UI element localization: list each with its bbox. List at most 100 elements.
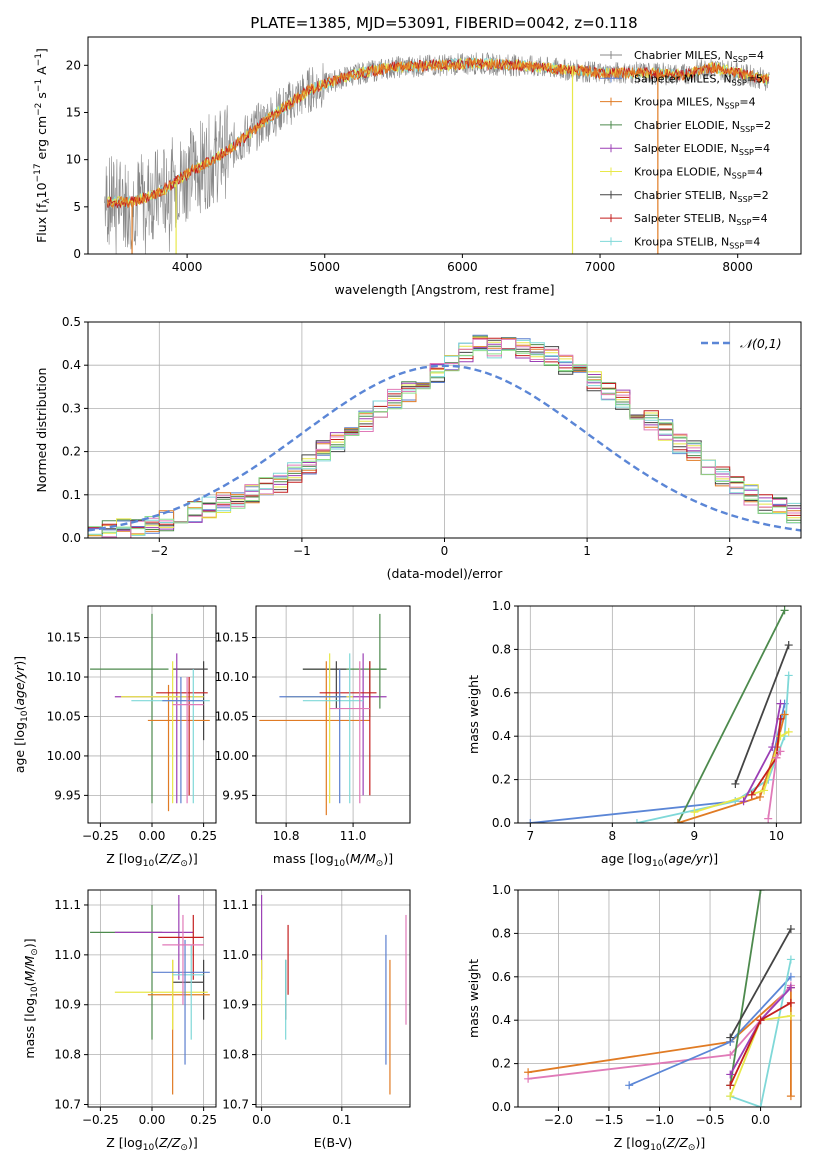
y-tick-label: 0.2 <box>492 773 511 787</box>
y-tick-label: 0.0 <box>62 531 81 545</box>
y-tick-label: 10.05 <box>215 709 249 723</box>
x-tick-label: 6000 <box>447 260 478 274</box>
x-tick-label: 0.1 <box>332 1113 351 1127</box>
residual_histogram-plot-area <box>88 334 801 538</box>
mass-weight-marker <box>726 1050 735 1059</box>
legend-label: Salpeter STELIB, NSSP=4 <box>634 212 768 227</box>
x-tick-label: 0.25 <box>190 829 217 843</box>
error-bar-point <box>319 661 377 796</box>
mass-weight-series-line <box>530 703 786 823</box>
y-tick-label: 10.8 <box>54 1048 81 1062</box>
y-tick-label: 10.7 <box>54 1098 81 1112</box>
mass-weight-series-line <box>729 928 792 1039</box>
x-axis-label: E(B-V) <box>314 1135 353 1150</box>
error-bar-point <box>172 677 204 804</box>
y-tick-label: 0.0 <box>492 1100 511 1114</box>
error-bar-point <box>152 939 210 1065</box>
error-bar-point <box>114 653 204 804</box>
mass-weight-marker <box>772 753 781 762</box>
y-tick-label: 0.1 <box>62 488 81 502</box>
y-axis-label: Normed distribution <box>34 368 49 493</box>
x-tick-label: 0.00 <box>139 1113 166 1127</box>
x-tick-label: −2 <box>150 544 168 558</box>
legend-label: Kroupa ELODIE, NSSP=4 <box>634 166 763 181</box>
mass-weight-marker <box>784 641 793 650</box>
y-axis-label: mass [log10(M/M⊙)] <box>22 938 40 1058</box>
x-axis-label: (data-model)/error <box>387 566 504 581</box>
error-bar-point <box>147 684 210 812</box>
y-axis-label: Flux [fλ10−17 erg cm−2 s−1 A−1] <box>33 48 52 243</box>
y-tick-label: 11.1 <box>54 898 81 912</box>
y-tick-label: 0.2 <box>492 1057 511 1071</box>
mass-weight-marker <box>673 819 682 823</box>
legend-label: Salpeter MILES, NSSP=5 <box>634 72 763 87</box>
mass-weight-series-line <box>527 985 792 1097</box>
spectrum-legend: Chabrier MILES, NSSP=4 Salpeter MILES, NS… <box>600 49 771 250</box>
mass-weight-marker <box>780 606 789 615</box>
x-tick-label: 11.0 <box>340 829 367 843</box>
x-tick-label: −1 <box>293 544 311 558</box>
y-tick-label: 11.1 <box>222 898 249 912</box>
age_vs_mass-plot-area <box>259 613 387 816</box>
mass-weight-marker <box>776 747 785 756</box>
x-axis-label: age [log10(age/yr)] <box>601 851 718 869</box>
error-bar-point <box>90 613 169 804</box>
mass-weight-marker <box>690 808 699 817</box>
y-axis-label: mass weight <box>466 959 481 1038</box>
y-tick-label: 15 <box>66 105 81 119</box>
mass-weight-marker <box>786 998 795 1007</box>
mass-weight-marker <box>776 699 785 708</box>
mass-weight-marker <box>780 710 789 719</box>
histogram-step-line <box>88 349 801 538</box>
mass-weight-marker <box>625 1081 634 1090</box>
mass-weight-marker <box>756 1103 765 1107</box>
legend-label: Salpeter ELODIE, NSSP=4 <box>634 142 770 157</box>
y-axis-label: age [log10(age/yr)] <box>12 656 30 773</box>
y-tick-label: 5 <box>73 200 81 214</box>
age_vs_mass-panel: 10.8 11.0 9.95 10.00 10.05 10.10 10.15 mass [lo… <box>215 605 411 869</box>
error-bar-point <box>121 661 204 804</box>
mass-weight-series-line <box>677 609 786 823</box>
mass_weight_vs_age-plot-area <box>526 606 793 823</box>
y-tick-label: 0.2 <box>62 445 81 459</box>
y-tick-label: 9.95 <box>54 788 81 802</box>
mass-weight-marker <box>726 1092 735 1101</box>
y-tick-label: 0.0 <box>492 816 511 830</box>
mass-weight-marker <box>739 797 748 806</box>
error-bar-point <box>172 959 205 1020</box>
x-axis-label: Z [log10(Z/Z⊙)] <box>106 851 197 869</box>
x-axis-label: mass [log10(M/M⊙)] <box>273 851 393 869</box>
x-axis-label: Z [log10(Z/Z⊙)] <box>106 1135 197 1153</box>
legend-label: Kroupa STELIB, NSSP=4 <box>634 235 760 250</box>
mass-weight-marker <box>784 671 793 680</box>
mass-weight-marker <box>756 890 765 894</box>
mass_vs_Z-plot-area <box>90 894 210 1095</box>
x-tick-label: 5000 <box>309 260 340 274</box>
mass-weight-marker <box>731 779 740 788</box>
y-tick-label: 11.0 <box>54 948 81 962</box>
x-tick-label: 10 <box>769 829 784 843</box>
error-bar-point <box>147 959 210 1095</box>
x-tick-label: 9 <box>691 829 699 843</box>
x-tick-label: 0.0 <box>751 1113 770 1127</box>
mass-weight-marker <box>768 743 777 752</box>
error-bar-point <box>286 653 354 804</box>
mass_weight_vs_age-panel: 7 8 9 10 0.0 0.2 0.4 0.6 0.8 1.0 age [log10(age/yr… <box>466 599 802 869</box>
spectrum-plot-area <box>104 51 770 254</box>
mass-weight-marker <box>726 1081 735 1090</box>
x-tick-label: 1 <box>583 544 591 558</box>
age_vs_Z-plot-area <box>90 613 210 812</box>
histogram-step-line <box>88 338 801 538</box>
y-tick-label: 10.15 <box>215 631 249 645</box>
y-tick-label: 10.9 <box>54 998 81 1012</box>
x-tick-label: 4000 <box>172 260 203 274</box>
y-tick-label: 10.15 <box>47 631 81 645</box>
error-bar-point <box>329 661 370 804</box>
error-bar-point <box>158 914 204 980</box>
y-tick-label: 0 <box>73 247 81 261</box>
y-tick-label: 10.05 <box>47 709 81 723</box>
y-tick-label: 0.6 <box>492 970 511 984</box>
y-tick-label: 11.0 <box>222 948 249 962</box>
x-tick-label: −1.5 <box>594 1113 623 1127</box>
